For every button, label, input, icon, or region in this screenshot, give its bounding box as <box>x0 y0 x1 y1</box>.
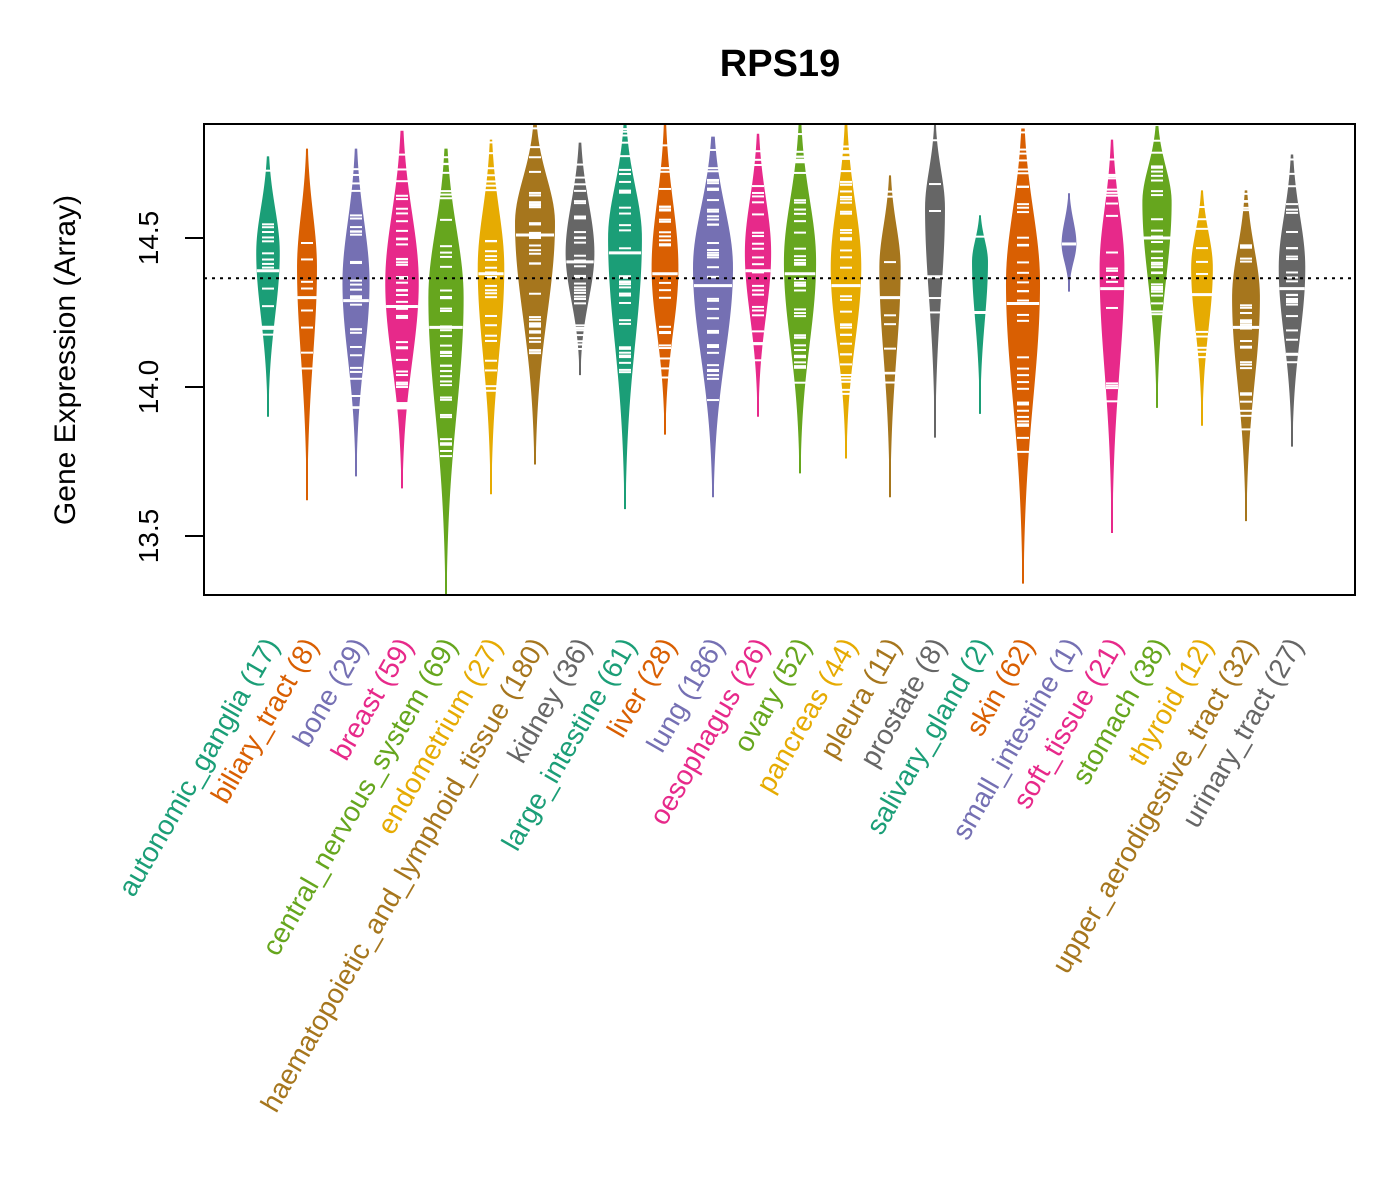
violin-stomach <box>1142 123 1172 408</box>
violin-lung <box>693 136 733 498</box>
violin-soft_tissue <box>1099 139 1125 534</box>
violin-breast <box>385 130 419 489</box>
violin-upper_aerodigestive_tract <box>1232 190 1260 522</box>
violin-body <box>342 148 370 477</box>
violin-biliary_tract <box>297 148 317 501</box>
violin-body <box>879 175 901 498</box>
x-tick-label-autonomic_ganglia: autonomic_ganglia (17) <box>112 633 285 902</box>
violin-bone <box>342 148 370 477</box>
violin-skin <box>1005 124 1041 584</box>
violin-haematopoietic_and_lymphoid_tissue <box>515 124 555 465</box>
violin-body <box>1232 190 1260 522</box>
violin-kidney <box>565 142 595 376</box>
violin-pleura <box>879 175 901 498</box>
plot-area <box>256 123 1306 596</box>
y-axis-label: Gene Expression (Array) <box>49 195 82 525</box>
y-axis: 13.5 14.0 14.5 <box>133 211 204 564</box>
violin-body <box>925 124 945 438</box>
violin-body <box>830 124 862 459</box>
violin-liver <box>651 124 679 435</box>
violin-pancreas <box>830 124 862 459</box>
violin-urinary_tract <box>1278 154 1306 447</box>
violin-prostate <box>925 124 945 438</box>
violin-body <box>783 124 817 474</box>
violin-endometrium <box>477 139 505 495</box>
violin-body <box>608 124 642 510</box>
violin-body <box>256 154 280 417</box>
plot-frame <box>203 123 1356 596</box>
violin-central_nervous_system <box>428 148 464 596</box>
violin-body <box>1191 190 1213 426</box>
x-axis-labels: autonomic_ganglia (17)biliary_tract (8)b… <box>112 633 1309 1118</box>
violin-thyroid <box>1191 190 1213 426</box>
violin-body <box>477 139 505 495</box>
y-tick-label: 14.0 <box>133 360 164 415</box>
y-tick-label: 13.5 <box>133 509 164 564</box>
violin-oesophagus <box>744 133 772 417</box>
chart-title: RPS19 <box>720 43 840 85</box>
violin-small_intestine <box>1061 193 1077 292</box>
violin-body <box>651 124 679 435</box>
violin-body <box>744 133 772 417</box>
violin-body <box>1099 139 1125 534</box>
violin-body <box>693 136 733 498</box>
violin-ovary <box>783 124 817 474</box>
y-tick-label: 14.5 <box>133 211 164 266</box>
violin-body <box>1005 124 1041 584</box>
violin-body <box>297 148 317 501</box>
violin-large_intestine <box>608 124 642 510</box>
violin-body <box>565 142 595 376</box>
violin-body <box>428 148 464 596</box>
violin-salivary_gland <box>972 213 988 414</box>
violin-autonomic_ganglia <box>256 154 280 417</box>
